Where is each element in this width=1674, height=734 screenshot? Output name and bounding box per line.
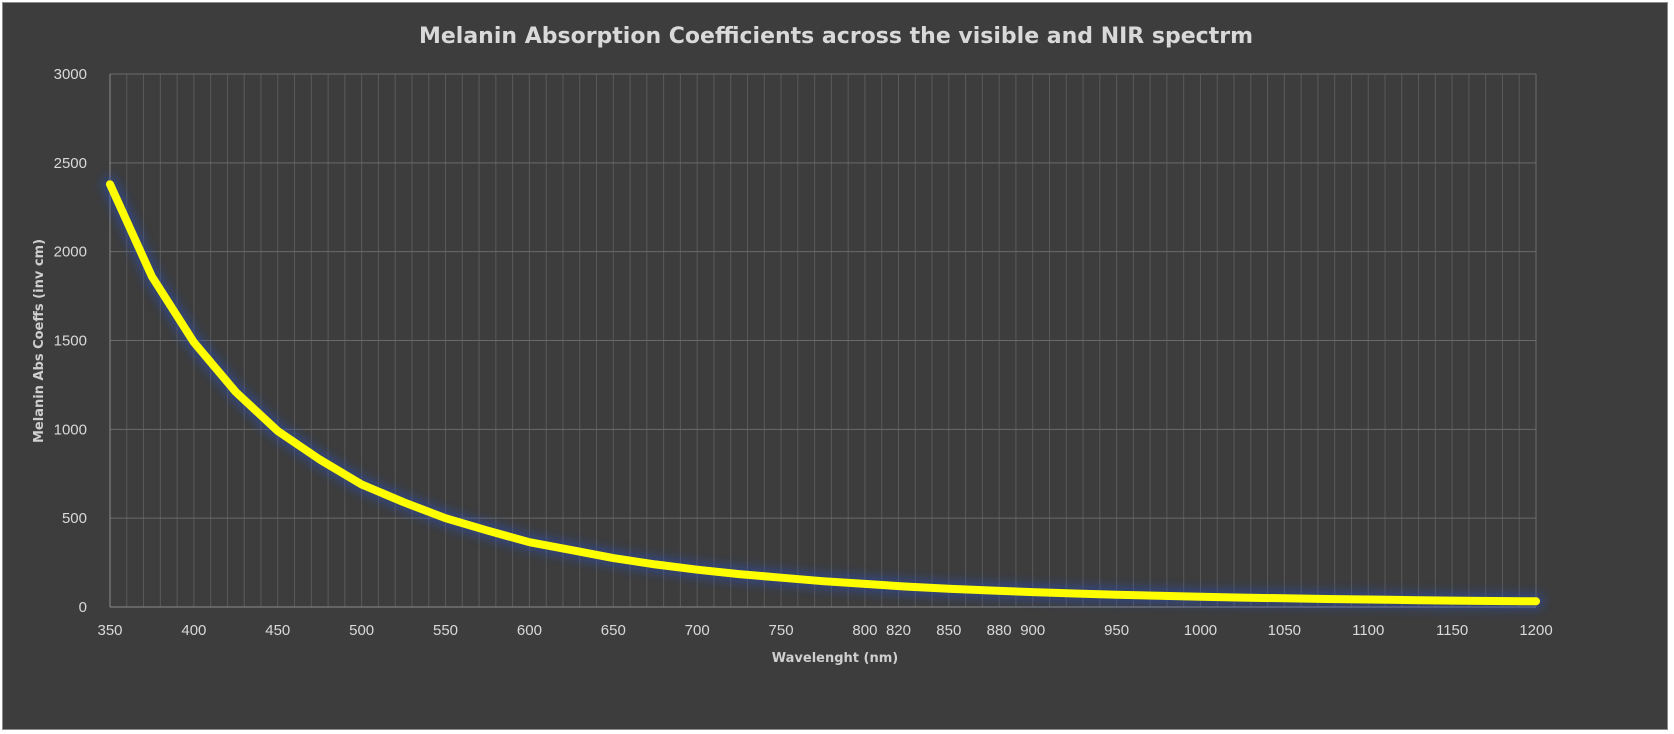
x-tick-label: 820 [886,622,911,639]
series-line-glow [102,176,1544,610]
melanin-chart: Melanin Absorption Coefficients across t… [32,24,1553,666]
x-tick-label: 550 [433,622,458,639]
y-axis-title: Melanin Abs Coeffs (inv cm) [32,239,47,443]
y-tick-label: 500 [62,510,87,527]
x-tick-label: 1000 [1184,622,1217,639]
x-tick-label: 450 [265,622,290,639]
x-tick-label: 350 [97,622,122,639]
x-tick-label: 700 [685,622,710,639]
y-tick-label: 2500 [54,155,87,172]
x-tick-label: 1200 [1519,622,1552,639]
x-tick-label: 880 [987,622,1012,639]
tick-labels: 0 500 1000 1500 2000 2500 3000 350 400 450 500 550 6… [54,66,1553,639]
x-axis-title: Wavelenght (nm) [772,651,898,666]
x-tick-label: 750 [769,622,794,639]
x-tick-label: 600 [517,622,542,639]
y-tick-label: 1000 [54,421,87,438]
axes [109,74,1536,608]
y-tick-label: 2000 [54,244,87,261]
x-tick-label: 1050 [1268,622,1301,639]
chart-title: Melanin Absorption Coefficients across t… [419,24,1253,49]
x-tick-label: 1150 [1436,622,1468,639]
x-tick-label: 900 [1020,622,1045,639]
grid [110,73,1537,607]
y-tick-label: 3000 [54,66,87,83]
x-tick-label: 1100 [1352,622,1384,639]
series-layer [102,176,1544,610]
x-tick-label: 950 [1104,622,1129,639]
x-tick-label: 650 [601,622,626,639]
x-tick-label: 800 [852,622,877,639]
y-tick-label: 1500 [54,333,87,350]
x-tick-label: 500 [349,622,374,639]
y-tick-label: 0 [79,599,87,616]
x-tick-label: 400 [181,622,206,639]
series-line [106,180,1540,606]
x-tick-label: 850 [936,622,961,639]
